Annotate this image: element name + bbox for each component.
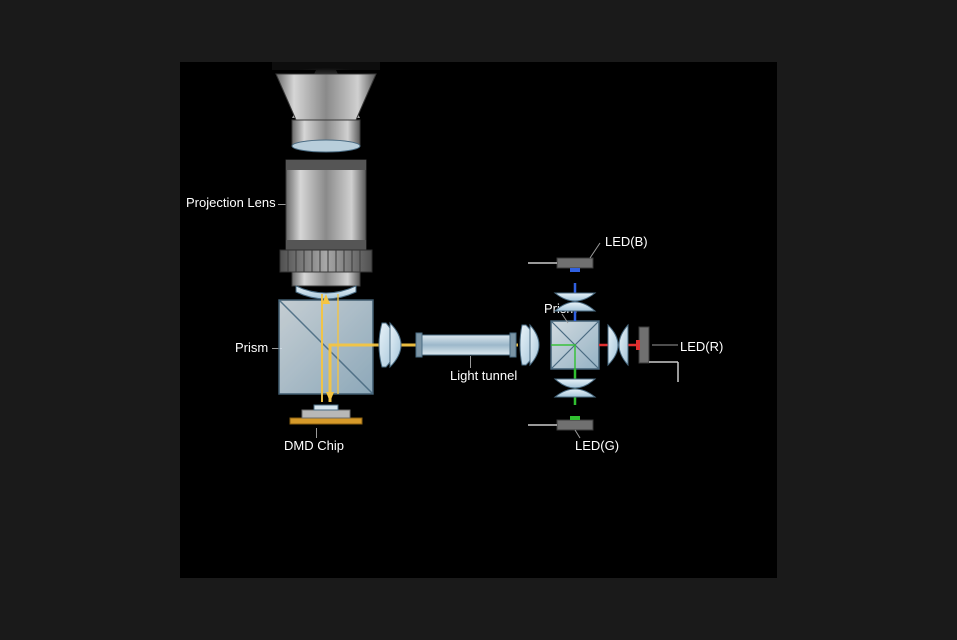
lens-focus-ring — [280, 250, 372, 272]
collimator-green — [555, 379, 595, 388]
led-red-emitter — [636, 340, 640, 350]
led-blue-emitter — [570, 268, 580, 272]
led-green-emitter — [570, 416, 580, 420]
led-red-body — [639, 327, 649, 363]
optical-diagram-svg — [180, 62, 777, 578]
light-tunnel — [418, 335, 512, 355]
collimator-red — [608, 325, 618, 365]
dmd-window — [314, 405, 338, 410]
dmd-package — [302, 410, 350, 418]
collimator-blue — [555, 302, 595, 311]
lens-main-barrel — [286, 160, 366, 250]
led-green-body — [557, 420, 593, 430]
diagram-stage: Projection Lens Prism DMD Chip Light tun… — [180, 62, 777, 578]
lens-hood — [276, 74, 376, 120]
dmd-substrate — [290, 418, 362, 424]
led-blue-body — [557, 258, 593, 268]
